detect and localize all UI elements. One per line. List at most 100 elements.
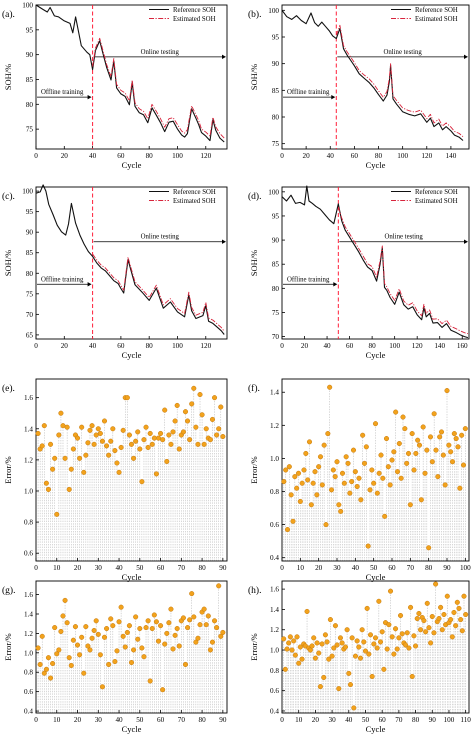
error-point xyxy=(347,682,354,688)
x-tick-label: 40 xyxy=(327,152,335,160)
error-point xyxy=(41,670,47,676)
error-point xyxy=(416,442,423,448)
error-point xyxy=(366,651,372,657)
x-tick-label: 90 xyxy=(429,716,437,724)
error-point xyxy=(451,609,457,616)
error-point xyxy=(428,640,434,646)
error-point xyxy=(301,467,307,473)
error-point xyxy=(391,651,397,657)
error-point xyxy=(68,466,74,472)
estimated-soh-line xyxy=(335,24,464,138)
error-point xyxy=(460,462,467,468)
error-point xyxy=(299,656,305,662)
error-point xyxy=(139,645,145,651)
error-point xyxy=(52,625,58,631)
offline-training-label: Offline training xyxy=(41,276,84,283)
error-point xyxy=(176,446,182,452)
error-point xyxy=(220,629,226,635)
error-point xyxy=(344,627,350,633)
x-tick-label: 10 xyxy=(53,564,61,572)
error-point xyxy=(438,604,444,610)
error-point xyxy=(168,441,174,447)
error-point xyxy=(160,437,166,443)
error-point xyxy=(197,622,203,628)
x-tick-label: 50 xyxy=(370,564,378,572)
y-tick-label: 0.6 xyxy=(24,688,33,696)
error-point xyxy=(39,443,45,449)
panel-c-soh-chart: 0 20 40 60 80 100 120 65 70 75 80 85 90 95 100 Cycle SOH… xyxy=(2,184,228,360)
error-point xyxy=(207,437,213,443)
error-point xyxy=(292,474,298,480)
x-tick-label: 50 xyxy=(136,564,144,572)
error-point xyxy=(85,440,91,446)
error-point xyxy=(383,436,390,442)
error-point xyxy=(316,464,322,470)
offline-arrowhead xyxy=(331,94,336,100)
x-tick-label: 80 xyxy=(412,716,420,724)
error-point xyxy=(356,475,362,481)
error-point xyxy=(47,441,54,447)
error-point xyxy=(151,612,157,618)
x-tick-label: 10 xyxy=(297,564,305,572)
y-tick-label: 1.4 xyxy=(270,389,279,397)
error-point xyxy=(359,627,365,633)
x-tick-label: 80 xyxy=(198,564,206,572)
error-point xyxy=(311,635,317,641)
error-point xyxy=(147,678,153,684)
estimated-soh-line xyxy=(337,206,469,335)
x-tick-label: 60 xyxy=(117,152,125,160)
error-point xyxy=(47,675,54,681)
error-point xyxy=(429,459,435,465)
y-tick-label: 0.8 xyxy=(24,519,33,527)
error-point xyxy=(101,418,108,424)
error-point xyxy=(166,432,172,438)
error-point xyxy=(394,646,400,652)
x-axis-label: Cycle xyxy=(366,160,386,170)
error-point xyxy=(58,628,64,635)
error-point xyxy=(324,639,330,645)
error-point xyxy=(389,457,395,463)
error-point xyxy=(404,630,410,636)
error-point xyxy=(374,490,380,496)
y-tick-label: 95 xyxy=(272,34,280,42)
x-tick-label: 70 xyxy=(178,716,186,724)
error-point xyxy=(378,452,384,458)
error-point xyxy=(312,655,318,661)
error-point xyxy=(421,618,427,624)
panel-e-error-chart: 0 10 20 30 40 50 60 70 80 90 0.6 0.8 1.0 1.2 1.4 1.6 Cyc… xyxy=(2,378,228,582)
error-point xyxy=(352,469,358,475)
error-point xyxy=(404,460,410,466)
error-point xyxy=(429,613,435,620)
error-point xyxy=(407,502,413,508)
error-point xyxy=(187,617,193,623)
estimated-soh-line xyxy=(92,37,225,139)
error-point xyxy=(365,543,371,549)
error-point xyxy=(308,502,314,508)
x-tick-label: 100 xyxy=(460,564,471,572)
error-point xyxy=(367,632,374,638)
error-point xyxy=(147,430,153,436)
online-arrowhead xyxy=(464,54,468,60)
x-tick-label: 0 xyxy=(34,152,38,160)
y-axis-label: Error/% xyxy=(3,456,13,483)
y-tick-label: 0.6 xyxy=(24,550,33,558)
error-point xyxy=(376,598,382,604)
error-point xyxy=(426,545,432,551)
x-tick-label: 60 xyxy=(379,716,387,724)
error-point xyxy=(133,614,139,620)
error-point xyxy=(309,643,315,649)
online-testing-label: Online testing xyxy=(141,234,180,241)
error-point xyxy=(72,624,78,630)
error-point xyxy=(294,485,300,491)
error-point xyxy=(50,660,56,667)
error-point xyxy=(126,432,132,438)
error-point xyxy=(444,593,450,599)
error-point xyxy=(435,474,441,480)
error-point xyxy=(288,492,294,498)
error-point xyxy=(347,490,353,496)
error-point xyxy=(339,470,346,476)
panel-h-error-chart: 0 10 20 30 40 50 60 70 80 90 100 110 0.4 0.6 0.8 1.0 1.2… xyxy=(248,580,471,734)
error-point xyxy=(431,630,437,636)
y-tick-label: 0.4 xyxy=(270,554,279,562)
error-point xyxy=(85,643,91,649)
